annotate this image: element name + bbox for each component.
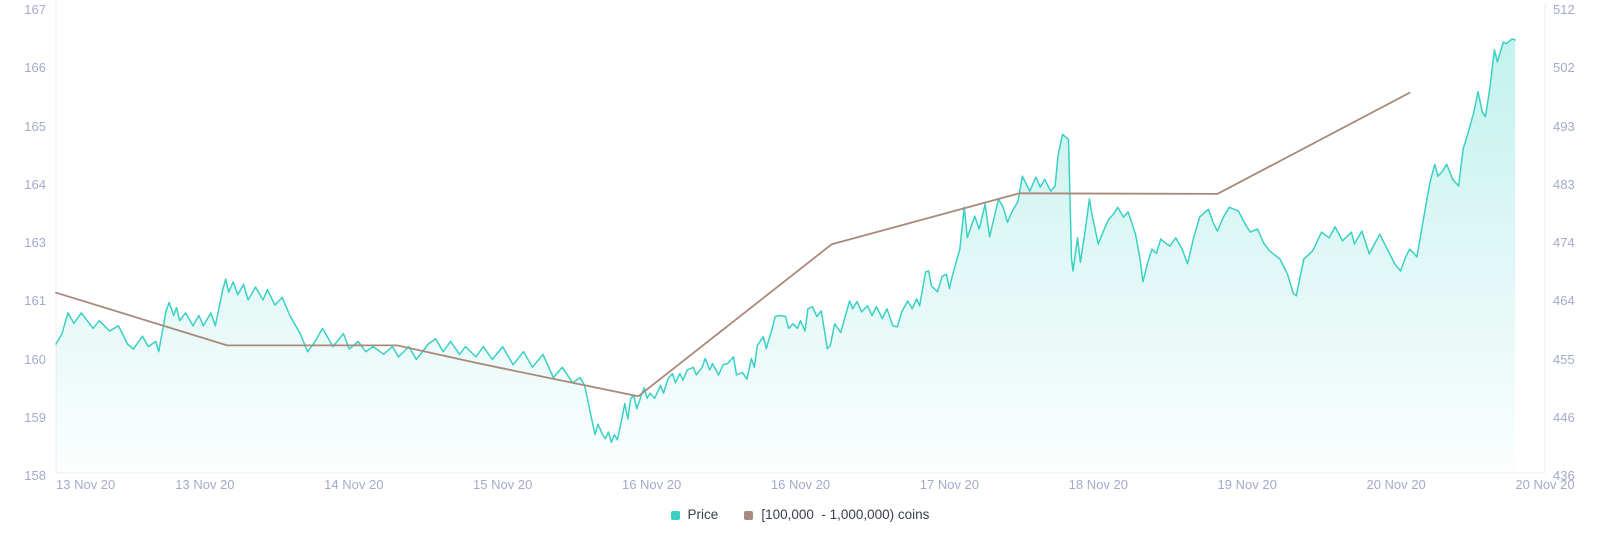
price-line: [55, 38, 1516, 444]
legend-label-price: Price: [687, 507, 719, 522]
y-axis-left-tick: 167: [24, 2, 46, 17]
y-axis-left-tick: 163: [24, 235, 46, 250]
y-axis-right-tick: 512: [1553, 2, 1575, 17]
x-axis-tick: 13 Nov 20: [175, 477, 235, 492]
y-axis-right-tick: 483: [1553, 176, 1575, 192]
y-axis-left-tick: 158: [24, 468, 46, 483]
y-axis-right-tick: 436: [1553, 468, 1575, 483]
x-axis-tick: 18 Nov 20: [1068, 477, 1128, 492]
y-axis-left-tick: 164: [24, 176, 46, 192]
y-axis-left-tick: 161: [24, 293, 46, 309]
y-axis-right-tick: 493: [1553, 118, 1575, 134]
holders-line: [55, 91, 1411, 398]
legend-label-holders: [100,000 - 1,000,000) coins: [761, 507, 930, 522]
y-axis-left-tick: 166: [24, 60, 46, 76]
x-axis-tick: 20 Nov 20: [1366, 477, 1426, 492]
y-axis-right-tick: 502: [1553, 60, 1575, 76]
x-axis-tick: 16 Nov 20: [770, 477, 831, 492]
legend-item-holders[interactable]: [100,000 - 1,000,000) coins: [744, 506, 929, 524]
y-axis-left-tick: 159: [24, 409, 46, 425]
legend: Price [100,000 - 1,000,000) coins: [0, 505, 1600, 525]
x-axis-tick: 15 Nov 20: [473, 477, 533, 492]
x-axis-tick: 16 Nov 20: [621, 477, 682, 492]
x-axis-tick: 20 Nov 20: [1515, 477, 1575, 492]
price-area-fill: [56, 39, 1516, 473]
x-axis-tick: 13 Nov 20: [56, 477, 116, 492]
x-axis-tick: 14 Nov 20: [324, 477, 384, 492]
holders-series-swatch-icon: [744, 510, 754, 520]
y-axis-left-tick: 160: [24, 351, 46, 367]
x-axis-tick: 19 Nov 20: [1217, 477, 1277, 492]
x-axis-tick: 17 Nov 20: [919, 477, 980, 492]
y-axis-right-tick: 455: [1553, 351, 1575, 367]
legend-item-price[interactable]: Price: [670, 506, 719, 524]
y-axis-right-tick: 474: [1553, 235, 1575, 250]
price-series-swatch-icon: [670, 510, 680, 520]
y-axis-left-tick: 165: [24, 118, 46, 134]
y-axis-right-tick: 446: [1553, 409, 1575, 425]
y-axis-right-tick: 464: [1553, 293, 1575, 309]
